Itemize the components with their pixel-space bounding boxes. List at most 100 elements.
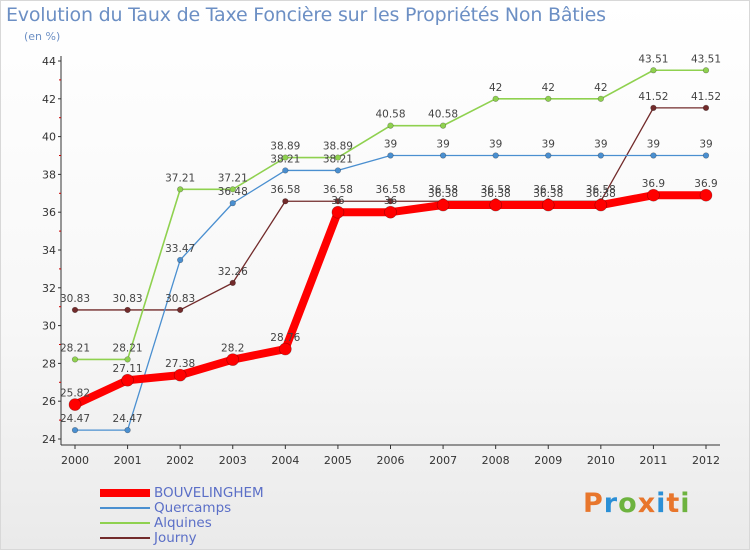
data-label-journy: 36.58 [375,184,405,196]
series-alquines [71,67,710,363]
data-point-journy [71,306,79,314]
y-tick-label: 36 [42,206,56,219]
x-tick-label: 2001 [114,454,142,467]
data-label-journy: 36.58 [270,184,300,196]
y-tick-label: 44 [42,55,56,68]
x-tick-label: 2003 [219,454,247,467]
data-label-alquines: 37.21 [218,172,248,184]
y-tick-labels: 24 26 28 30 32 34 36 38 40 42 44 [42,55,56,446]
legend-item-bouvelinghem: BOUVELINGHEM [100,485,400,501]
data-label-bouvelinghem: 36.9 [642,178,665,190]
data-point-alquines [282,154,289,161]
data-label-alquines: 40.58 [375,109,405,121]
data-point-journy [334,198,342,205]
logo-letter: i [656,488,667,519]
x-tick-label: 2011 [639,454,667,467]
y-tick-label: 30 [42,320,56,333]
data-point-alquines [334,154,342,161]
data-label-quercamps: 24.47 [113,413,143,425]
data-label-bouvelinghem: 36.38 [586,188,616,200]
data-point-alquines [439,122,447,129]
data-point-bouvelinghem [173,368,187,382]
series-quercamps [71,152,710,434]
data-label-journy: 30.83 [165,293,195,305]
x-tick-label: 2005 [324,454,352,467]
data-point-bouvelinghem [647,188,660,202]
data-label-alquines: 28.21 [60,342,90,354]
legend-swatch [100,522,150,524]
data-point-journy [177,306,184,314]
data-point-quercamps [282,167,289,174]
data-label-quercamps: 39 [489,139,502,151]
data-label-journy: 36.58 [586,184,616,196]
data-label-quercamps: 39 [436,139,449,151]
data-point-alquines [702,67,710,74]
data-label-bouvelinghem: 25.82 [60,388,90,400]
legend-label: BOUVELINGHEM [154,485,264,501]
data-label-alquines: 28.21 [113,342,143,354]
y-tick-label: 24 [42,433,56,446]
data-point-alquines [124,356,131,363]
legend-item-journy: Journy [100,530,400,546]
data-label-bouvelinghem: 36 [384,195,398,207]
data-point-quercamps [177,256,184,264]
data-label-bouvelinghem: 36 [331,195,345,207]
x-tick-label: 2010 [587,454,615,467]
y-tick-label: 40 [42,131,56,144]
data-label-alquines: 38.89 [270,141,300,153]
data-point-quercamps [492,152,499,159]
data-point-journy [650,104,657,111]
chart-unit-label: (en %) [24,30,61,43]
y-tick-label: 42 [42,93,56,106]
data-labels: 30.83 30.83 30.83 32.26 36.58 36.58 36.58 36.58… [60,53,721,425]
data-label-alquines: 42 [489,82,502,94]
data-label-bouvelinghem: 36.9 [694,178,717,190]
logo-letter: r [603,488,619,519]
legend-label: Alquines [154,515,212,531]
legend-item-quercamps: Quercamps [100,500,400,516]
y-tick-label: 26 [42,395,56,408]
data-label-alquines: 43.51 [638,53,668,65]
x-tick-label: 2012 [692,454,720,467]
data-label-journy: 36.58 [323,184,353,196]
data-point-journy [124,306,131,314]
data-label-bouvelinghem: 28.76 [270,332,300,344]
data-label-quercamps: 24.47 [60,413,90,425]
data-label-journy: 41.52 [691,91,721,103]
x-tick-label: 2007 [429,454,457,467]
data-point-quercamps [702,152,710,159]
y-tick-label: 34 [42,244,56,257]
logo-letter: i [680,488,691,519]
data-point-alquines [71,356,79,363]
data-label-journy: 36.58 [533,184,563,196]
data-point-journy [702,104,710,111]
y-tick-label: 28 [42,357,56,370]
data-label-alquines: 43.51 [691,53,721,65]
data-point-quercamps [387,152,394,159]
data-point-alquines [545,95,552,102]
data-point-bouvelinghem [121,373,134,387]
data-point-quercamps [650,152,657,159]
y-tick-label: 38 [42,168,56,181]
x-tick-label: 2000 [61,454,89,467]
data-label-alquines: 38.89 [323,141,353,153]
series-lines [68,67,713,434]
data-label-journy: 36.58 [428,184,458,196]
logo-letter: P [583,488,604,519]
x-tick-labels: 2000 2001 2002 2003 2004 2005 2006 2007 2008 2009… [61,454,720,467]
data-label-bouvelinghem: 27.11 [113,363,143,375]
legend: BOUVELINGHEM Quercamps Alquines Journy [100,485,400,546]
data-point-quercamps [545,152,552,159]
x-tick-label: 2009 [534,454,562,467]
data-label-quercamps: 39 [699,139,712,151]
data-point-bouvelinghem [489,198,502,212]
legend-swatch [100,537,150,539]
data-label-journy: 30.83 [113,293,143,305]
data-label-quercamps: 39 [542,139,555,151]
data-label-alquines: 42 [594,82,607,94]
logo-letter: t [666,488,681,519]
data-label-quercamps: 39 [647,139,660,151]
data-point-bouvelinghem [279,342,292,356]
data-label-bouvelinghem: 27.38 [165,358,195,370]
